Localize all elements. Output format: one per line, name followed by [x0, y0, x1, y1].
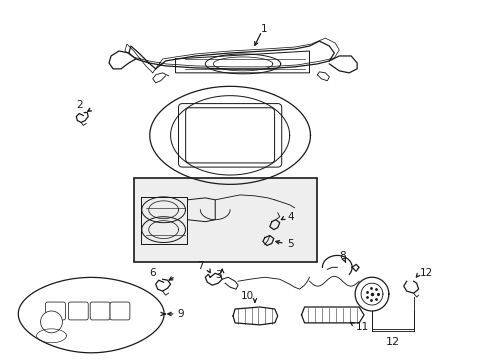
Text: 12: 12 — [385, 337, 399, 347]
Text: 2: 2 — [76, 100, 82, 109]
FancyBboxPatch shape — [110, 302, 130, 320]
Text: 3: 3 — [214, 270, 221, 280]
Circle shape — [41, 311, 62, 333]
Text: 4: 4 — [287, 212, 294, 222]
Text: 8: 8 — [338, 251, 345, 261]
Text: 1: 1 — [260, 24, 266, 34]
Text: 5: 5 — [287, 239, 294, 249]
Text: 9: 9 — [177, 309, 184, 319]
FancyBboxPatch shape — [45, 302, 65, 320]
FancyBboxPatch shape — [90, 302, 110, 320]
Text: 11: 11 — [355, 322, 368, 332]
Bar — [134, 178, 317, 262]
Text: 10: 10 — [240, 291, 253, 301]
Text: 6: 6 — [149, 268, 156, 278]
Text: 7: 7 — [197, 261, 203, 271]
FancyBboxPatch shape — [68, 302, 88, 320]
Text: 12: 12 — [419, 268, 432, 278]
